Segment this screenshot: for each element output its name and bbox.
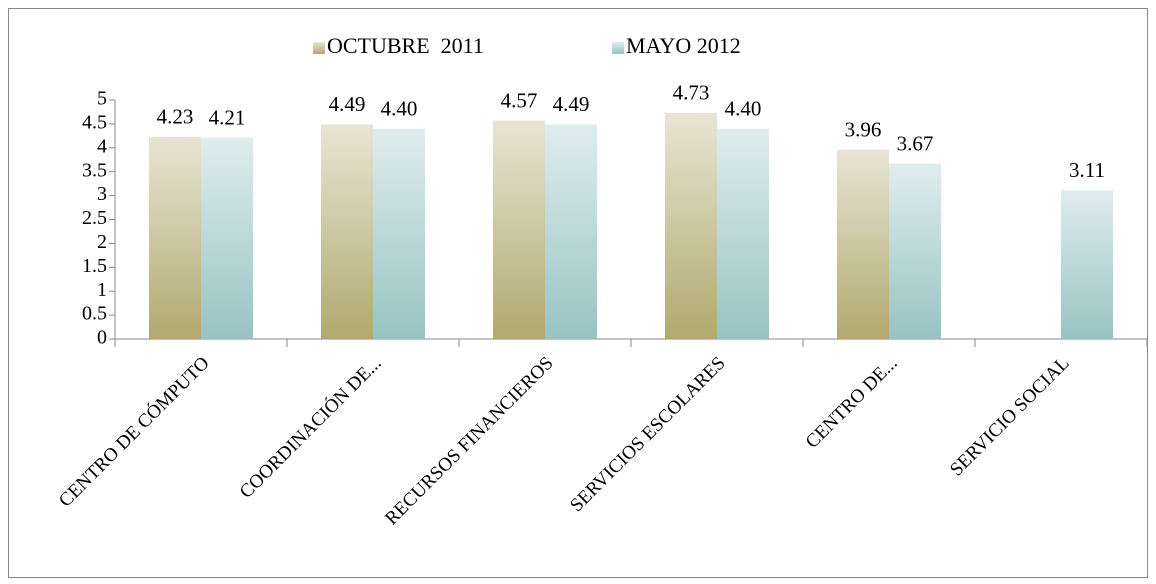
- y-tick-label: 4.5: [82, 111, 107, 133]
- data-label: 4.73: [673, 81, 710, 105]
- data-label: 4.49: [329, 92, 366, 116]
- y-tick-label: 0.5: [82, 303, 107, 325]
- legend-swatch: [612, 42, 624, 54]
- data-label: 4.23: [157, 105, 194, 129]
- legend-label: OCTUBRE 2011: [327, 33, 484, 58]
- data-label: 4.57: [501, 88, 538, 112]
- legend-swatch: [313, 42, 325, 54]
- legend-label: MAYO 2012: [626, 33, 741, 58]
- y-tick-label: 3.5: [82, 159, 107, 181]
- bar: [493, 120, 545, 339]
- bar: [321, 124, 373, 340]
- bar: [149, 136, 201, 339]
- data-label: 4.40: [381, 96, 418, 120]
- y-tick-label: 5: [97, 88, 107, 110]
- data-label: 4.49: [553, 92, 590, 116]
- y-tick-label: 4: [97, 135, 107, 157]
- bar: [201, 137, 253, 339]
- data-label: 4.21: [209, 106, 246, 130]
- data-label: 3.96: [845, 118, 882, 142]
- y-tick-label: 3: [97, 183, 107, 205]
- bar: [889, 163, 941, 339]
- bar: [545, 124, 597, 340]
- y-tick-label: 1.5: [82, 255, 107, 277]
- bar: [1061, 190, 1113, 339]
- bar: [665, 112, 717, 339]
- data-label: 4.40: [725, 96, 762, 120]
- y-tick-label: 2.5: [82, 207, 107, 229]
- data-label: 3.11: [1069, 158, 1105, 182]
- y-tick-label: 1: [97, 279, 107, 301]
- bar: [837, 149, 889, 339]
- y-tick-label: 0: [97, 327, 107, 349]
- y-tick-label: 2: [97, 231, 107, 253]
- bar: [373, 128, 425, 339]
- data-label: 3.67: [897, 131, 934, 155]
- bar: [717, 128, 769, 339]
